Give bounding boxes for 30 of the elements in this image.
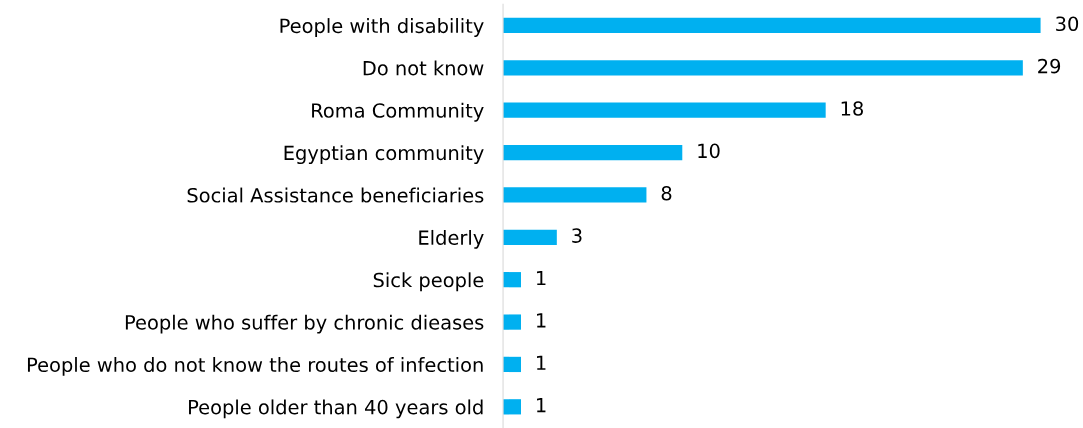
data-label: 18 — [841, 101, 863, 116]
data-label: 30 — [1056, 16, 1079, 32]
data-label: 29 — [1038, 58, 1061, 74]
y-tick-label: People with disability — [280, 18, 484, 37]
y-tick-label: People who suffer by chronic dieases — [125, 314, 484, 334]
y-tick-label: Egyptian community — [284, 145, 484, 165]
data-label: 1 — [537, 313, 546, 328]
data-label: 8 — [661, 185, 672, 201]
data-label: 1 — [537, 355, 546, 370]
data-label: 1 — [537, 398, 546, 413]
data-label: 3 — [572, 228, 582, 243]
y-tick-label: Sick people — [373, 272, 484, 292]
y-tick-label: Do not know — [363, 60, 484, 76]
bar — [503, 272, 521, 288]
bar — [503, 102, 826, 118]
bar — [503, 144, 683, 161]
data-label: 1 — [537, 270, 546, 286]
data-label: 10 — [698, 143, 720, 159]
bar — [503, 356, 521, 373]
bar — [503, 187, 647, 203]
bar — [503, 399, 521, 415]
y-tick-label: Elderly — [419, 229, 484, 249]
y-tick-label: People who do not know the routes of infection — [27, 357, 483, 376]
bar — [503, 229, 557, 245]
y-tick-label: Social Assistance beneficiaries — [187, 187, 484, 203]
bar — [503, 314, 521, 330]
bar — [503, 60, 1023, 76]
y-tick-label: People older than 40 years old — [189, 399, 483, 419]
bar — [503, 17, 1041, 34]
y-tick-label: Roma Community — [312, 102, 484, 122]
